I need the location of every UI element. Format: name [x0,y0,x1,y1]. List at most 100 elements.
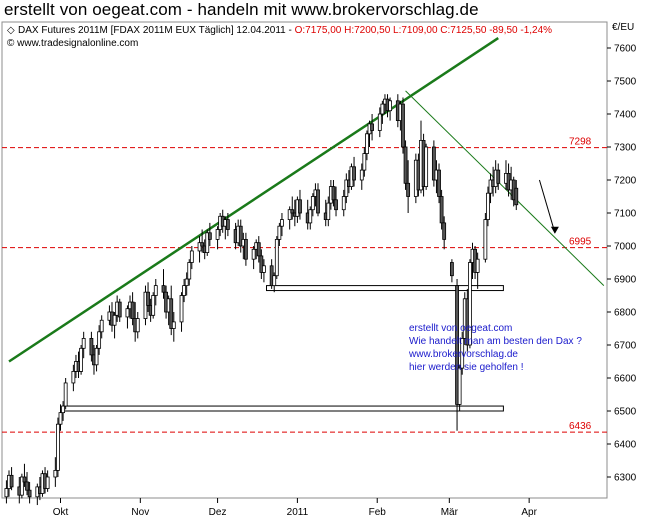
candle [370,114,374,141]
candle-body [475,258,480,273]
page-title: erstellt von oegeat.com - handeln mit ww… [4,0,479,19]
candle-body [161,285,166,293]
candle [455,279,459,431]
candle [262,259,266,283]
candle-body [442,222,447,240]
candle [189,246,194,270]
candle-body [182,285,187,296]
y-tick-label: 7200 [614,176,637,187]
candle-body [53,469,58,478]
candle [243,232,248,266]
candle-body [259,255,264,273]
candle [460,331,465,375]
y-tick-label: 7400 [614,110,637,121]
y-tick-label: 6500 [614,407,637,418]
candle-body [197,242,202,252]
note-line: www.brokervorschlag.de [408,349,518,360]
y-axis: 6300 6400 6500 6600 6700 6800 6900 7000 7100 7200… [607,44,637,484]
candle [27,481,32,504]
instrument-label: DAX Futures 2011M [FDAX 2011M EUX Täglic… [18,25,295,36]
candle-body [58,412,63,425]
candle [81,331,86,359]
candle-body [256,242,261,257]
candle [437,163,441,204]
candle-body [179,295,184,323]
candle [251,246,256,270]
candle-body [130,301,135,320]
annotation-note: erstellt von oegeat.com Wie handelt man … [408,323,582,373]
candle [179,292,184,332]
candle [22,463,27,487]
candle-body [225,219,230,230]
candle-body [94,347,99,366]
candle [182,279,187,303]
candle-body [9,474,14,488]
candle [310,193,315,217]
candle [483,213,488,263]
candle-body [89,337,94,356]
candle [184,272,189,296]
candle [514,180,519,211]
candle [449,259,454,283]
candle [341,189,346,217]
note-line: Wie handelt man am besten den Dax ? [409,336,582,347]
candle-body [274,238,279,277]
candle [468,259,472,349]
y-tick-label: 7300 [614,143,637,154]
candle [56,417,60,477]
candle-body [99,319,104,333]
candle [401,97,405,154]
x-tick-label: Nov [131,507,149,518]
candle [94,345,99,372]
candle-body [388,100,393,112]
candle-body [112,314,117,326]
candle [171,312,176,342]
candle [424,143,429,190]
candle-body [403,146,408,184]
candle [388,97,393,121]
candle-body [4,488,9,498]
candle-body [125,308,130,318]
candle [53,457,58,487]
y-tick-label: 6900 [614,275,637,286]
trendlines [8,37,605,363]
candle [63,378,68,410]
candle-body [298,199,302,214]
candle [274,236,279,279]
candle [287,206,292,230]
candle-body [380,103,385,115]
candle [377,107,382,138]
candle [225,213,230,237]
y-tick-label: 7500 [614,77,637,88]
candle [256,236,261,263]
candle-body [310,196,315,211]
candle [298,189,302,220]
candle-body [19,476,24,496]
candle-body [117,301,122,318]
candle-body [377,113,382,131]
candle-body [514,187,519,206]
candle-body [424,146,429,187]
note-line: hier werden sie geholfen ! [409,362,524,373]
candle-body [316,189,320,214]
plot-area [1,21,608,499]
candle-body [496,169,501,184]
candle [431,140,436,187]
candle-body [22,476,27,483]
info-header: ◇ DAX Futures 2011M [FDAX 2011M EUX Tägl… [7,25,552,49]
candle-body [243,238,248,260]
unit-label: €/EU [612,22,634,33]
candle-body [280,219,284,227]
candle-body [449,262,454,277]
candle [316,183,320,217]
candle-body [171,321,176,329]
candle [25,472,29,496]
candle-body [151,295,156,316]
candle [272,272,277,293]
candle-body [238,225,243,247]
candle-body [365,133,369,155]
candle [89,331,94,362]
candle-body [79,347,83,372]
candle [475,252,480,289]
